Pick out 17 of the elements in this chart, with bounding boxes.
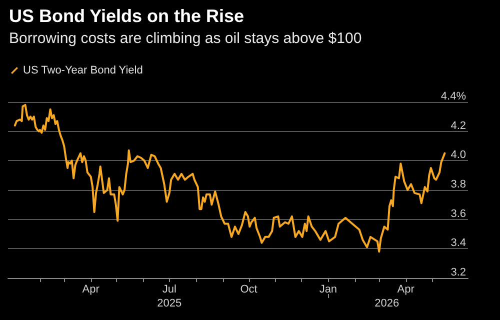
x-tick-label: Apr bbox=[397, 284, 415, 296]
chart-title: US Bond Yields on the Rise bbox=[9, 6, 244, 26]
y-tick-label: 3.8 bbox=[450, 178, 466, 190]
x-tick-label: Jan bbox=[319, 284, 338, 296]
y-tick-label: 4.0 bbox=[450, 149, 466, 162]
y-tick-label: 3.4 bbox=[450, 237, 466, 250]
y-tick-label: 3.2 bbox=[450, 266, 466, 278]
x2-tick-label: 2025 bbox=[157, 298, 182, 310]
x-tick-label: Oct bbox=[240, 284, 258, 296]
y-tick-label: 4.4% bbox=[440, 90, 466, 102]
x-tick-label: Jul bbox=[162, 284, 176, 296]
x2-tick-label: 2026 bbox=[374, 298, 400, 310]
legend-label: US Two-Year Bond Yield bbox=[23, 64, 143, 76]
chart-subtitle: Borrowing costs are climbing as oil stays above $100 bbox=[9, 30, 362, 47]
y-tick-label: 3.6 bbox=[450, 208, 466, 220]
y-tick-label: 4.2 bbox=[450, 120, 466, 132]
x-tick-label: Apr bbox=[82, 284, 100, 296]
